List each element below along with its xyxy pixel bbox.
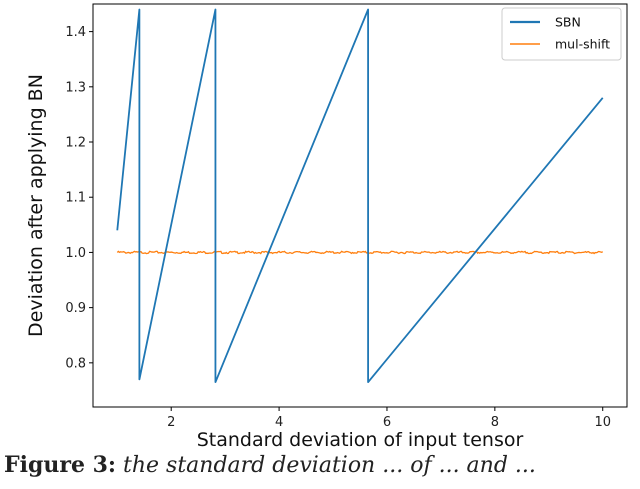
x-tick-label: 8 — [491, 415, 499, 430]
axes: 2 4 6 8 10 0.8 0.9 1.0 1.1 1.2 1.3 1.4 Standard devi… — [25, 3, 628, 450]
x-tick-label: 10 — [594, 415, 611, 430]
x-tick-label: 2 — [167, 415, 175, 430]
y-tick-label: 1.2 — [65, 136, 86, 151]
legend: SBN mul-shift — [501, 7, 622, 61]
chart: 2 4 6 8 10 0.8 0.9 1.0 1.1 1.2 1.3 1.4 Standard devi… — [25, 3, 628, 450]
y-tick-label: 1.3 — [65, 80, 86, 95]
x-tick-label: 4 — [275, 415, 283, 430]
caption-text: the standard deviation ... of ... and ..… — [116, 453, 536, 478]
series-sbn-line — [116, 8, 604, 384]
x-axis-label: Standard deviation of input tensor — [197, 429, 524, 450]
axes-frame — [92, 3, 628, 408]
y-tick-label: 0.9 — [65, 301, 86, 316]
legend-label-mul-shift: mul-shift — [555, 37, 610, 52]
x-tick-label: 6 — [383, 415, 391, 430]
figure-caption: Figure 3: the standard deviation ... of … — [4, 452, 636, 489]
y-tick-label: 1.4 — [65, 25, 86, 40]
y-tick-label: 1.0 — [65, 246, 86, 261]
legend-label-sbn: SBN — [555, 15, 581, 30]
y-axis-label: Deviation after applying BN — [25, 74, 47, 337]
caption-label: Figure 3: — [4, 452, 117, 478]
plot-area — [116, 8, 604, 384]
y-tick-label: 1.1 — [65, 191, 86, 206]
y-tick-label: 0.8 — [65, 356, 86, 371]
series-mul-shift-line — [116, 250, 604, 255]
